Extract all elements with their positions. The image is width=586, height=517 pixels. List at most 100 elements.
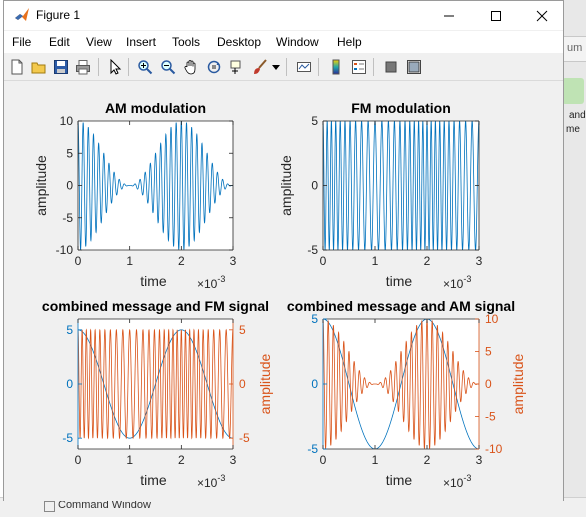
chart1-xtick-label: 3 bbox=[230, 254, 237, 268]
new-figure-icon[interactable] bbox=[7, 57, 27, 77]
chart4-x-exponent-power: -3 bbox=[463, 473, 471, 483]
chart3-ytick-label: 0 bbox=[66, 377, 73, 391]
show-plot-tools-icon[interactable] bbox=[404, 57, 424, 77]
chart2-xtick-label: 3 bbox=[476, 254, 483, 268]
chart3-ytick-label-right: 5 bbox=[239, 323, 246, 337]
background-text: um bbox=[567, 42, 583, 54]
menu-edit[interactable]: Edit bbox=[49, 35, 70, 49]
chart4-xtick-label: 3 bbox=[476, 453, 483, 467]
chart2-ytick-label: 0 bbox=[311, 179, 318, 193]
toolbar-separator bbox=[286, 58, 287, 76]
chart1-ytick-label: -5 bbox=[62, 211, 73, 225]
title-bar: Figure 1 bbox=[4, 1, 563, 30]
menu-window[interactable]: Window bbox=[276, 35, 319, 49]
chart1-x-exponent-base: ×10 bbox=[197, 277, 218, 291]
pointer-icon[interactable] bbox=[105, 57, 125, 77]
menu-insert[interactable]: Insert bbox=[126, 35, 157, 49]
close-icon bbox=[536, 10, 548, 21]
toolbar-separator bbox=[318, 58, 319, 76]
chart1-ytick-label: -10 bbox=[56, 243, 74, 257]
menu-file[interactable]: File bbox=[12, 35, 32, 49]
brush-icon[interactable] bbox=[250, 57, 270, 77]
menu-desktop[interactable]: Desktop bbox=[217, 35, 262, 49]
chart4-ytick-label-right: 0 bbox=[485, 377, 492, 391]
toolbar-separator bbox=[128, 58, 129, 76]
chart1-ytick-label: 0 bbox=[66, 179, 73, 193]
chart1-xtick-label: 1 bbox=[126, 254, 133, 268]
chart2-ytick-label: -5 bbox=[307, 243, 318, 257]
chart3-xtick-label: 0 bbox=[75, 453, 82, 467]
maximize-icon bbox=[491, 10, 501, 21]
chart1-series-1-line bbox=[78, 121, 233, 250]
chart4-ylabel-right: amplitude bbox=[510, 353, 526, 414]
chart2-ylabel: amplitude bbox=[278, 155, 294, 216]
chart1-ylabel: amplitude bbox=[33, 155, 49, 216]
chart3-title: combined message and FM signal bbox=[42, 298, 269, 314]
chart3-ylabel-right: amplitude bbox=[257, 353, 273, 414]
chart1-ytick-label: 10 bbox=[60, 114, 74, 128]
chart4-ytick-label-right: -5 bbox=[485, 410, 496, 424]
chart2-xlabel: time bbox=[386, 273, 413, 289]
chart2-xtick-label: 1 bbox=[372, 254, 379, 268]
maximize-button[interactable] bbox=[473, 1, 519, 30]
command-window-label[interactable]: Command Window bbox=[58, 499, 151, 511]
chart4-xtick-label: 1 bbox=[372, 453, 379, 467]
chart4-x-exponent-base: ×10 bbox=[443, 476, 464, 490]
chart4-ytick-label: 0 bbox=[311, 377, 318, 391]
chart3-series-2-line bbox=[78, 328, 233, 440]
zoom-out-icon[interactable] bbox=[158, 57, 178, 77]
figure-window: Figure 1 File Edit View Insert Tools Des… bbox=[3, 0, 564, 501]
data-cursor-icon[interactable] bbox=[227, 57, 247, 77]
chart4-ytick-label: -5 bbox=[307, 442, 318, 456]
chart1-xtick-label: 0 bbox=[75, 254, 82, 268]
print-icon[interactable] bbox=[73, 57, 93, 77]
chart3-xlabel: time bbox=[140, 472, 167, 488]
chart2-series-1-line bbox=[323, 121, 479, 250]
chart4-x-exponent: ×10-3 bbox=[443, 473, 471, 490]
rotate-3d-icon[interactable] bbox=[204, 57, 224, 77]
chart2-xtick-label: 2 bbox=[424, 254, 431, 268]
chart4-xtick-label: 0 bbox=[320, 453, 327, 467]
chart3-xtick-label: 1 bbox=[126, 453, 133, 467]
insert-legend-icon[interactable] bbox=[349, 57, 369, 77]
toolbar-separator bbox=[98, 58, 99, 76]
save-icon[interactable] bbox=[51, 57, 71, 77]
minimize-button[interactable] bbox=[426, 1, 472, 30]
chart2-x-exponent-power: -3 bbox=[463, 274, 471, 284]
background-matlab-desktop bbox=[564, 0, 586, 516]
chart3-x-exponent-power: -3 bbox=[217, 473, 225, 483]
chart2-xtick-label: 0 bbox=[320, 254, 327, 268]
hide-plot-tools-icon[interactable] bbox=[381, 57, 401, 77]
chart4-xtick-label: 2 bbox=[424, 453, 431, 467]
insert-colorbar-icon[interactable] bbox=[326, 57, 346, 77]
chart4-ytick-label: 5 bbox=[311, 312, 318, 326]
window-title: Figure 1 bbox=[36, 8, 81, 22]
chart3-ytick-label: 5 bbox=[66, 323, 73, 337]
command-window-icon bbox=[44, 501, 55, 512]
chart4-ytick-label-right: 5 bbox=[485, 345, 492, 359]
chart4-ytick-label-right: 10 bbox=[485, 312, 499, 326]
link-plot-icon[interactable] bbox=[294, 57, 314, 77]
pan-icon[interactable] bbox=[181, 57, 201, 77]
open-file-icon[interactable] bbox=[29, 57, 49, 77]
chart3-x-exponent: ×10-3 bbox=[197, 473, 225, 490]
chart1-x-exponent: ×10-3 bbox=[197, 274, 225, 291]
chart3-ytick-label-right: 0 bbox=[239, 377, 246, 391]
minimize-icon bbox=[444, 15, 454, 16]
menu-view[interactable]: View bbox=[86, 35, 112, 49]
background-run-button[interactable] bbox=[562, 78, 584, 104]
chart4-series-1-line bbox=[323, 319, 479, 449]
chart2-ytick-label: 5 bbox=[311, 114, 318, 128]
chart1-axes-background bbox=[78, 121, 233, 250]
chart4-title: combined message and AM signal bbox=[287, 298, 515, 314]
chart2-title: FM modulation bbox=[351, 100, 451, 116]
chart2-x-exponent-base: ×10 bbox=[443, 277, 464, 291]
close-button[interactable] bbox=[519, 1, 565, 30]
chart3-xtick-label: 3 bbox=[230, 453, 237, 467]
background-label-me: me bbox=[566, 124, 580, 135]
zoom-in-icon[interactable] bbox=[135, 57, 155, 77]
menu-help[interactable]: Help bbox=[337, 35, 362, 49]
chart1-xtick-label: 2 bbox=[178, 254, 185, 268]
brush-dropdown-icon[interactable] bbox=[270, 57, 282, 77]
menu-tools[interactable]: Tools bbox=[172, 35, 201, 49]
